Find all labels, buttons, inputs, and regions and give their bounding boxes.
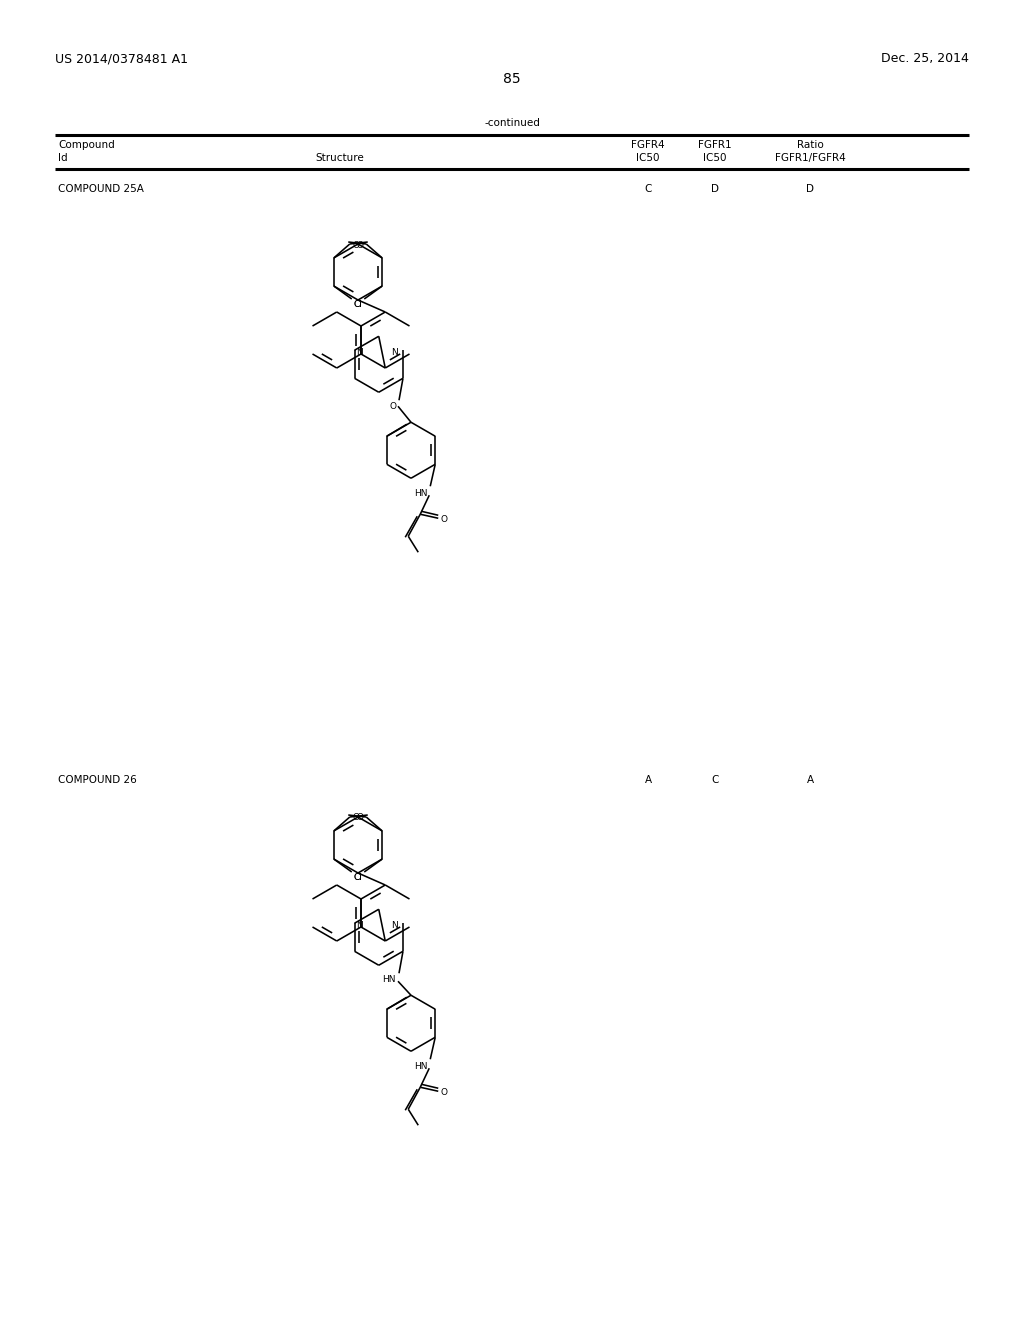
Text: Structure: Structure <box>315 153 365 162</box>
Text: Cl: Cl <box>353 873 362 882</box>
Text: O: O <box>389 403 396 412</box>
Text: N: N <box>356 347 364 356</box>
Text: FGFR4: FGFR4 <box>631 140 665 150</box>
Text: -continued: -continued <box>484 117 540 128</box>
Text: HN: HN <box>414 1063 427 1072</box>
Text: Cl: Cl <box>353 300 362 309</box>
Text: A: A <box>807 775 813 785</box>
Text: Cl: Cl <box>353 300 362 309</box>
Text: COMPOUND 25A: COMPOUND 25A <box>58 183 144 194</box>
Text: IC50: IC50 <box>636 153 659 162</box>
Text: FGFR1/FGFR4: FGFR1/FGFR4 <box>774 153 846 162</box>
Text: N: N <box>391 347 398 356</box>
Text: Dec. 25, 2014: Dec. 25, 2014 <box>881 51 969 65</box>
Text: FGFR1: FGFR1 <box>698 140 732 150</box>
Text: C: C <box>644 183 651 194</box>
Text: HN: HN <box>383 975 396 985</box>
Text: Ratio: Ratio <box>797 140 823 150</box>
Text: D: D <box>711 183 719 194</box>
Text: O: O <box>356 813 364 822</box>
Text: Compound: Compound <box>58 140 115 150</box>
Text: N: N <box>356 921 364 929</box>
Text: O: O <box>440 1088 447 1097</box>
Text: O: O <box>440 515 447 524</box>
Text: A: A <box>644 775 651 785</box>
Text: Cl: Cl <box>353 873 362 882</box>
Text: O: O <box>352 240 359 249</box>
Text: IC50: IC50 <box>703 153 727 162</box>
Text: C: C <box>712 775 719 785</box>
Text: HN: HN <box>414 490 427 498</box>
Text: Id: Id <box>58 153 68 162</box>
Text: 85: 85 <box>503 73 521 86</box>
Text: D: D <box>806 183 814 194</box>
Text: COMPOUND 26: COMPOUND 26 <box>58 775 137 785</box>
Text: N: N <box>391 921 398 929</box>
Text: O: O <box>352 813 359 822</box>
Text: US 2014/0378481 A1: US 2014/0378481 A1 <box>55 51 188 65</box>
Text: O: O <box>356 240 364 249</box>
